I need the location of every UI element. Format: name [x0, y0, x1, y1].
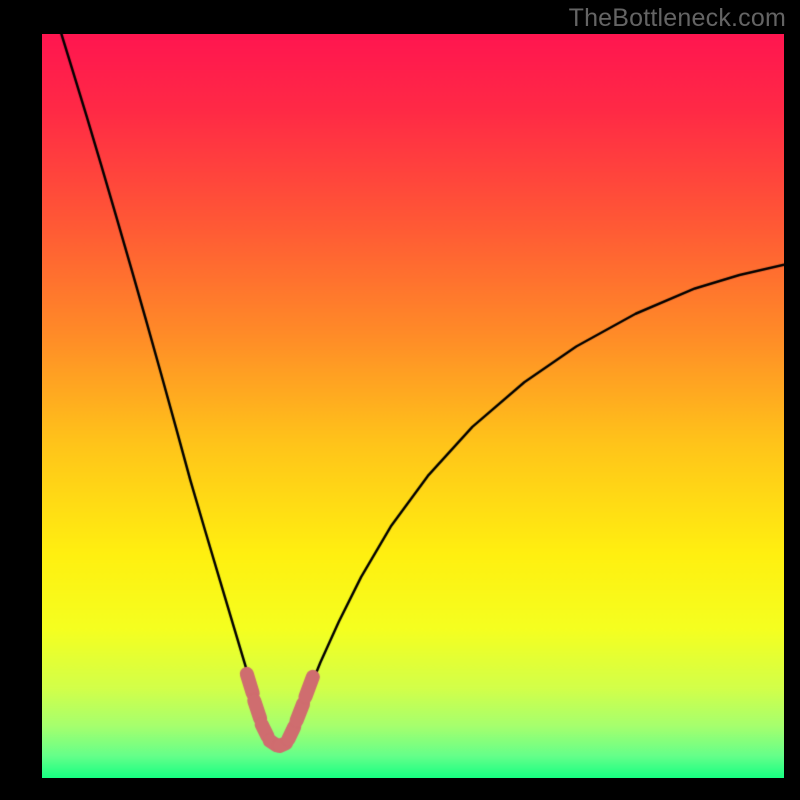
- watermark-text: TheBottleneck.com: [569, 4, 786, 33]
- chart-root: TheBottleneck.com: [0, 0, 800, 800]
- plot-canvas: [42, 34, 784, 778]
- plot-area: [42, 34, 784, 778]
